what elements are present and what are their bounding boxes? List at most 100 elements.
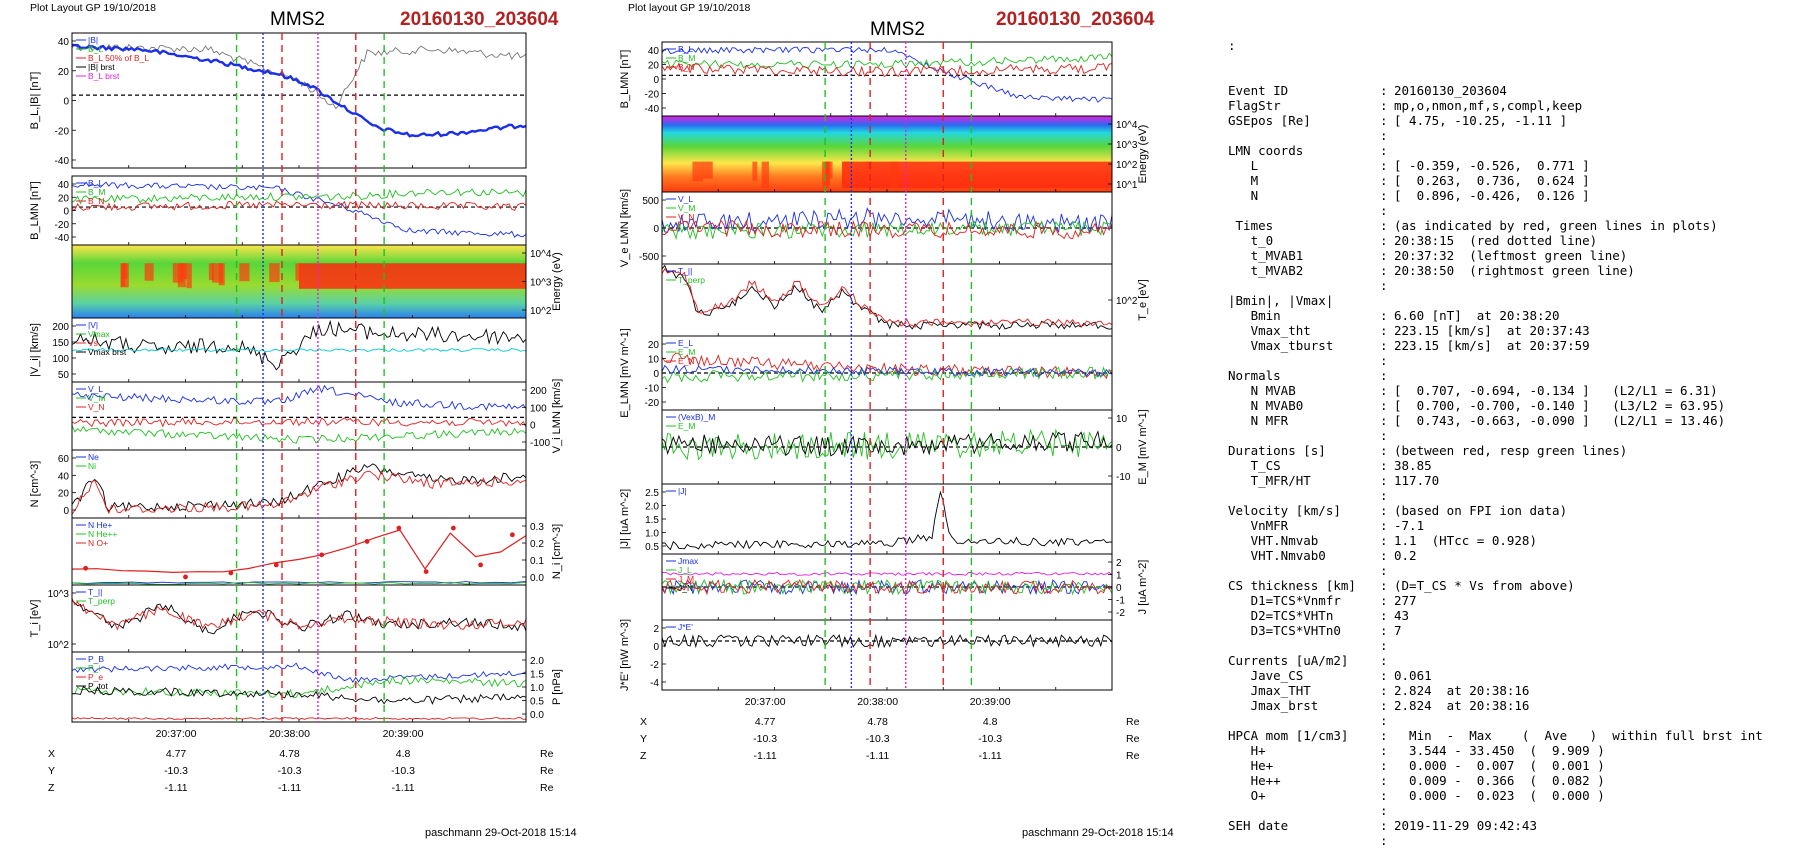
info-row: : [1228,803,1798,818]
info-value: 1.1 (HTcc = 0.928) [1394,533,1537,548]
y-tick-label: 0 [653,75,659,86]
info-row: Currents [uA/m2]: [1228,653,1798,668]
legend-label: V_M [678,203,695,213]
info-key: Jave_CS [1228,668,1304,683]
y-tick-label: 20 [58,489,70,500]
legend-label: V_L [678,194,693,204]
middle-panel-7: 2.5 2.0 1.5 1.0 0.5 |J| [uA m^-2] |J| [619,483,1113,555]
info-colon: : [1380,563,1388,578]
y-tick-label: 2 [1116,558,1122,569]
info-colon: : [1380,143,1388,158]
y-tick-label: 0.5 [530,697,544,708]
info-value: 223.15 [km/s] at 20:37:59 [1394,338,1590,353]
panel-frame [661,483,1113,555]
position-value: -1.11 [979,750,1002,762]
series-line-blue [71,384,527,411]
series-line-magenta [661,571,1113,576]
info-value: [ 0.700, -0.700, -0.140 ] (L3/L2 = 63.95… [1394,398,1726,413]
info-colon: : [1380,173,1388,188]
info-row: Event ID:20160130_203604 [1228,83,1798,98]
y-tick-label: 1 [1116,571,1122,582]
info-colon: : [1380,218,1388,233]
info-key: Times [1228,218,1274,233]
series-line-green [71,675,527,699]
info-colon: : [1380,383,1388,398]
series-line-blue [71,43,527,138]
info-row: |Bmin|, |Vmax| [1228,293,1798,308]
info-colon: : [1380,158,1388,173]
series-line-black [661,430,1113,457]
y-tick-label: 2.0 [530,656,544,667]
info-value: [ 0.707, -0.694, -0.134 ] (L2/L1 = 6.31) [1394,383,1718,398]
info-value: 0.061 [1394,668,1432,683]
y-tick-label: 1.5 [645,515,659,526]
info-colon: : [1380,338,1388,353]
info-colon: : [1380,668,1388,683]
info-value: -7.1 [1394,518,1425,533]
legend-label: B_N [88,196,105,206]
y-tick-label: 0 [653,224,659,235]
info-row: O+: 0.000 - 0.023 ( 0.000 ) [1228,788,1798,803]
info-row: : [1228,638,1798,653]
y-tick-label: 10^2 [48,640,70,651]
position-row-label: X [640,716,647,728]
spectrogram-stripe [825,161,833,179]
y-tick-label: 10^4 [1116,120,1138,131]
y-tick-label: -40 [645,104,660,115]
y-tick-label: 10^2 [530,306,552,317]
y-tick-label: 10 [648,355,660,366]
y-axis-label: J [uA m^-2] [1137,560,1149,615]
info-value: 117.70 [1394,473,1440,488]
info-colon: : [1380,113,1388,128]
spectrogram-stripe [761,161,769,188]
y-axis-label: N [cm^-3] [29,461,41,508]
y-tick-label: 10^2 [1116,296,1138,307]
info-colon: : [1380,428,1388,443]
y-tick-label: 0.5 [645,542,659,553]
spectrogram-stripe [239,263,250,282]
legend-label: B_L [88,44,103,54]
position-value: -10.3 [978,733,1002,745]
position-value: -10.3 [753,733,777,745]
legend-label: E_L [678,338,693,348]
info-value: 20:38:15 (red dotted line) [1394,233,1598,248]
info-value: (based on FPI ion data) [1394,503,1568,518]
legend-label: B_L brst [88,71,120,81]
legend-label: V_N [678,212,695,222]
info-key: H+ [1228,743,1266,758]
info-row: M: [ 0.263, 0.736, 0.624 ] [1228,173,1798,188]
legend-label: T_perp [88,596,115,606]
y-tick-label: 2.5 [645,488,659,499]
info-row: He++: 0.009 - 0.366 ( 0.082 ) [1228,773,1798,788]
series-line-green [661,578,1113,596]
legend-label: Jmax [678,556,699,566]
time-tick-label: 20:37:00 [745,696,786,708]
legend-label: B_L [88,178,103,188]
spectrogram-stripe [702,161,713,179]
info-key: t_MVAB1 [1228,248,1304,263]
legend-label: B_L [678,44,693,54]
y-axis-label: V_e LMN [km/s] [619,189,631,267]
series-line-black [661,633,1113,649]
legend-label: P_tot [88,681,108,691]
info-key: N [1228,188,1259,203]
info-row: Vmax_tburst:223.15 [km/s] at 20:37:59 [1228,338,1798,353]
info-colon: : [1380,608,1388,623]
y-tick-label: 40 [58,471,70,482]
info-row: : [1228,428,1798,443]
y-tick-label: 0 [63,97,69,108]
data-point [509,532,515,538]
series-line-blue [71,181,527,238]
info-colon: : [1380,98,1388,113]
y-tick-label: 20 [58,193,70,204]
info-value: 7 [1394,623,1402,638]
y-tick-label: 0 [63,207,69,218]
info-colon: : [1380,368,1388,383]
legend-label: J_N [678,583,693,593]
info-key: SEH date [1228,818,1289,833]
y-axis-label: V_i LMN [km/s] [551,379,563,454]
y-axis-label: E_LMN [mV m^-1] [619,328,631,418]
info-colon: : [1380,533,1388,548]
y-tick-label: 200 [52,322,69,333]
legend-label: V_L [88,384,103,394]
